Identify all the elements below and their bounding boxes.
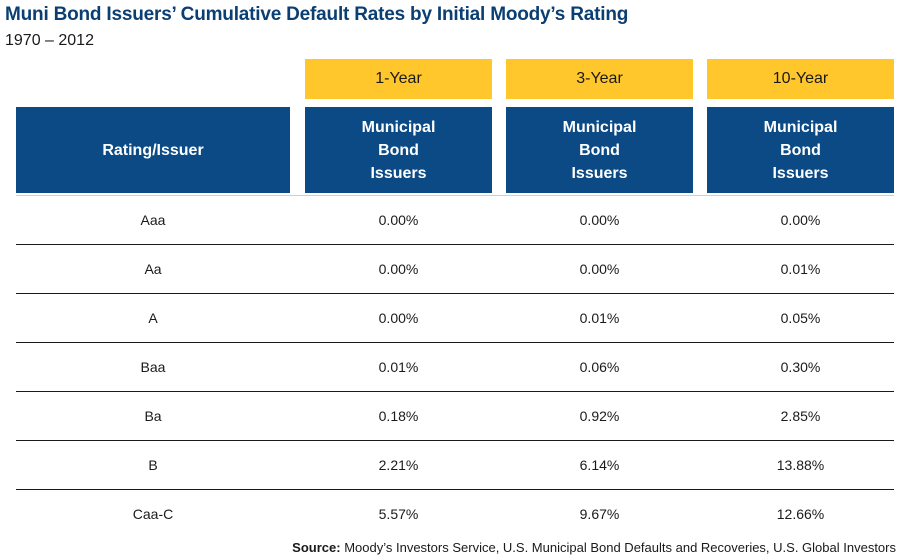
issuer-header-line: Issuers [571, 164, 628, 182]
source-text: Moody’s Investors Service, U.S. Municipa… [344, 540, 896, 555]
chart-subtitle: 1970 – 2012 [5, 32, 94, 49]
chart-title: Muni Bond Issuers’ Cumulative Default Ra… [5, 4, 629, 25]
rate-cell-10-year: 0.30% [780, 359, 821, 375]
source-note: Source: Moody’s Investors Service, U.S. … [292, 540, 896, 555]
source-label: Source: [292, 540, 341, 555]
issuer-header-line: Issuers [370, 164, 427, 182]
rate-cell-3-year: 0.00% [579, 261, 620, 277]
table-row: A 0.00% 0.01% 0.05% [16, 294, 894, 343]
issuer-header-3-year: Municipal Bond Issuers [506, 107, 693, 193]
rate-cell-1-year: 5.57% [378, 506, 419, 522]
rate-cell-3-year: 0.01% [579, 310, 620, 326]
rate-cell-3-year: 0.06% [579, 359, 620, 375]
default-rates-table: Aaa 0.00% 0.00% 0.00% Aa 0.00% 0.00% 0.0… [16, 195, 894, 538]
issuer-header-10-year: Municipal Bond Issuers [707, 107, 894, 193]
rating-issuer-header: Rating/Issuer [16, 107, 290, 193]
rate-cell-1-year: 0.01% [378, 359, 419, 375]
rate-cell-10-year: 2.85% [780, 408, 821, 424]
issuer-header-line: Bond [378, 141, 419, 159]
rate-cell-10-year: 0.05% [780, 310, 821, 326]
issuer-header-line: Bond [579, 141, 620, 159]
period-header-3-year: 3-Year [506, 59, 693, 99]
period-header-1-year: 1-Year [305, 59, 492, 99]
table-row: Baa 0.01% 0.06% 0.30% [16, 343, 894, 392]
table-row: Aaa 0.00% 0.00% 0.00% [16, 195, 894, 245]
rating-cell: Aaa [140, 212, 166, 228]
rating-cell: B [148, 457, 158, 473]
issuer-header-line: Bond [780, 141, 821, 159]
rate-cell-1-year: 0.18% [378, 408, 419, 424]
rate-cell-1-year: 0.00% [378, 261, 419, 277]
rate-cell-10-year: 0.00% [780, 212, 821, 228]
issuer-header-line: Issuers [772, 164, 829, 182]
rate-cell-3-year: 9.67% [579, 506, 620, 522]
issuer-header-1-year: Municipal Bond Issuers [305, 107, 492, 193]
rating-cell: Baa [140, 359, 166, 375]
rate-cell-10-year: 13.88% [776, 457, 825, 473]
rate-cell-10-year: 0.01% [780, 261, 821, 277]
rating-cell: Ba [144, 408, 162, 424]
rate-cell-3-year: 0.00% [579, 212, 620, 228]
table-row: Aa 0.00% 0.00% 0.01% [16, 245, 894, 294]
period-header-10-year: 10-Year [707, 59, 894, 99]
rate-cell-10-year: 12.66% [776, 506, 825, 522]
issuer-header-line: Municipal [361, 118, 436, 136]
rate-cell-3-year: 6.14% [579, 457, 620, 473]
rating-cell: Aa [144, 261, 162, 277]
rating-cell: Caa-C [132, 506, 174, 522]
rating-cell: A [148, 310, 158, 326]
rate-cell-3-year: 0.92% [579, 408, 620, 424]
rate-cell-1-year: 0.00% [378, 212, 419, 228]
rate-cell-1-year: 0.00% [378, 310, 419, 326]
table-row: Ba 0.18% 0.92% 2.85% [16, 392, 894, 441]
issuer-header-line: Municipal [562, 118, 637, 136]
rate-cell-1-year: 2.21% [378, 457, 419, 473]
issuer-header-line: Municipal [763, 118, 838, 136]
table-row: B 2.21% 6.14% 13.88% [16, 441, 894, 490]
table-row: Caa-C 5.57% 9.67% 12.66% [16, 490, 894, 538]
